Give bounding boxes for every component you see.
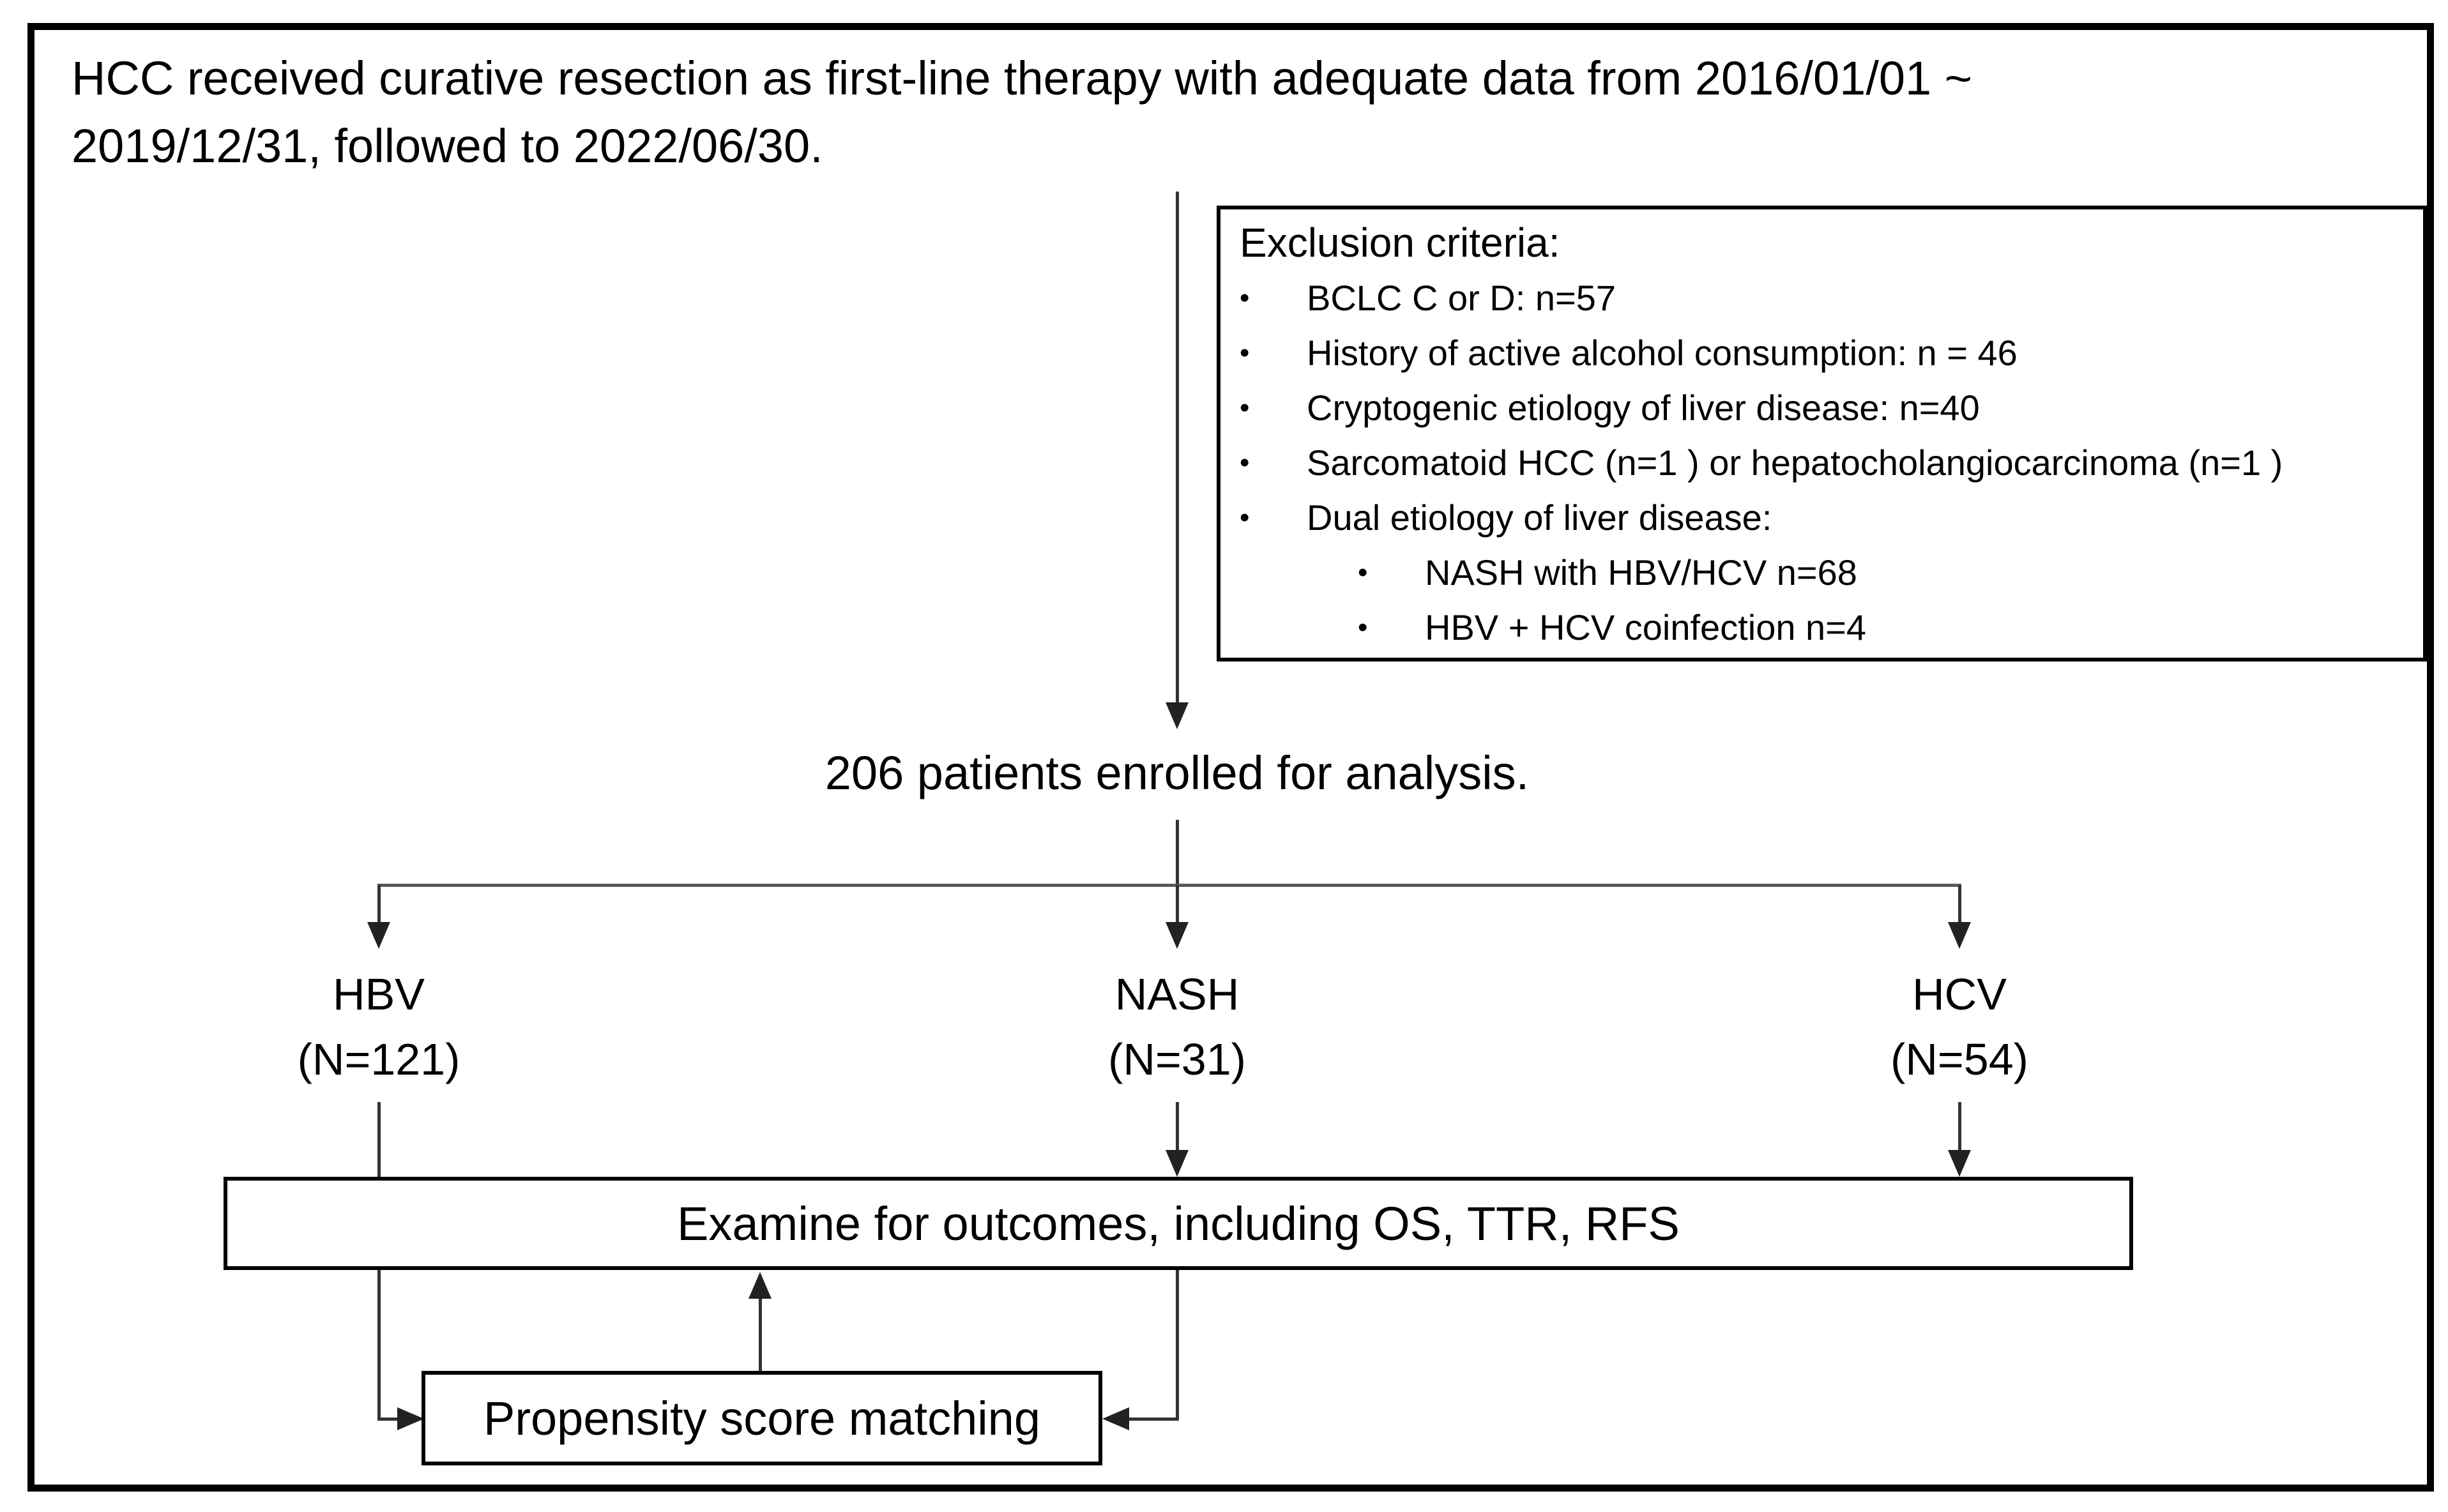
exclusion-sub-item-text: HBV + HCV coinfection n=4 <box>1425 607 1867 647</box>
branch-n: (N=54) <box>1890 1034 2028 1084</box>
bullet-icon: • <box>1240 337 1250 368</box>
branch-n: (N=121) <box>297 1034 460 1084</box>
arrow-left-icon <box>1102 1407 1129 1430</box>
exclusion-item-text: History of active alcohol consumption: n… <box>1307 333 2018 373</box>
exclusion-title: Exclusion criteria: <box>1240 220 1560 266</box>
branch-name: NASH <box>1114 969 1240 1019</box>
exclusion-item: • History of active alcohol consumption:… <box>1240 326 2412 381</box>
exclusion-item: • Dual etiology of liver disease: <box>1240 490 2412 545</box>
cohort-description-line1: HCC received curative resection as first… <box>72 52 1972 105</box>
exclusion-item-text: Cryptogenic etiology of liver disease: n… <box>1307 388 1980 428</box>
arrow-up-icon <box>749 1272 772 1299</box>
connector-nash-to-outcomes-line <box>1176 1102 1179 1153</box>
bullet-icon: • <box>1358 612 1368 643</box>
connector-cohort-to-enrollment-line <box>1176 192 1179 706</box>
arrow-down-icon <box>1166 922 1189 949</box>
exclusion-item: • Sarcomatoid HCC (n=1 ) or hepatocholan… <box>1240 435 2412 490</box>
cohort-description: HCC received curative resection as first… <box>72 45 2256 180</box>
arrow-down-icon <box>1948 1150 1971 1177</box>
branch-split-line <box>377 884 1961 887</box>
arrow-down-icon <box>1166 702 1189 729</box>
branch-label-hcv: HCV (N=54) <box>1890 962 2028 1092</box>
exclusion-sub-item: • NASH with HBV/HCV n=68 <box>1358 545 2412 600</box>
cohort-description-line2: 2019/12/31, followed to 2022/06/30. <box>72 119 823 172</box>
bullet-icon: • <box>1240 447 1250 478</box>
arrow-down-icon <box>367 922 390 949</box>
psm-box-text: Propensity score matching <box>483 1391 1040 1445</box>
arrow-right-icon <box>397 1407 424 1430</box>
exclusion-sub-item: • HBV + HCV coinfection n=4 <box>1358 600 2412 655</box>
branch-label-nash: NASH (N=31) <box>1108 962 1246 1092</box>
connector-nash-to-psm-line <box>1176 1270 1179 1421</box>
exclusion-item-text: Dual etiology of liver disease: <box>1307 497 1772 538</box>
bullet-icon: • <box>1240 282 1250 314</box>
exclusion-criteria-box: Exclusion criteria: • BCLC C or D: n=57 … <box>1217 206 2427 662</box>
arrow-down-icon <box>1948 922 1971 949</box>
bullet-icon: • <box>1240 392 1250 423</box>
branch-hcv-drop-line <box>1958 885 1961 925</box>
outcomes-box: Examine for outcomes, including OS, TTR,… <box>224 1177 2133 1270</box>
connector-hcv-to-outcomes-line <box>1958 1102 1961 1153</box>
branch-name: HBV <box>333 969 425 1019</box>
branch-label-hbv: HBV (N=121) <box>298 962 460 1092</box>
exclusion-item-text: Sarcomatoid HCC (n=1 ) or hepatocholangi… <box>1307 442 2283 483</box>
connector-enrollment-to-split-line <box>1176 820 1179 886</box>
connector-psm-to-outcomes-line <box>759 1297 762 1372</box>
branch-n: (N=31) <box>1108 1034 1246 1084</box>
branch-hbv-drop-line <box>377 885 381 925</box>
connector-hbv-to-psm-line <box>377 1270 381 1421</box>
figure-border <box>27 23 2434 1492</box>
connector-hbv-to-outcomes-line <box>377 1102 381 1177</box>
bullet-icon: • <box>1240 502 1250 533</box>
psm-box: Propensity score matching <box>422 1371 1102 1465</box>
exclusion-item-text: BCLC C or D: n=57 <box>1307 278 1616 318</box>
connector-hbv-to-psm-elbow <box>377 1418 399 1421</box>
outcomes-box-text: Examine for outcomes, including OS, TTR,… <box>677 1197 1680 1250</box>
exclusion-sub-item-text: NASH with HBV/HCV n=68 <box>1425 552 1857 593</box>
branch-name: HCV <box>1912 969 2007 1019</box>
exclusion-item: • Cryptogenic etiology of liver disease:… <box>1240 381 2412 435</box>
bullet-icon: • <box>1358 557 1368 588</box>
arrow-down-icon <box>1166 1150 1189 1177</box>
exclusion-item: • BCLC C or D: n=57 <box>1240 271 2412 326</box>
branch-nash-drop-line <box>1176 885 1179 925</box>
connector-nash-to-psm-elbow <box>1127 1418 1179 1421</box>
enrollment-text: 206 patients enrolled for analysis. <box>825 746 1530 799</box>
